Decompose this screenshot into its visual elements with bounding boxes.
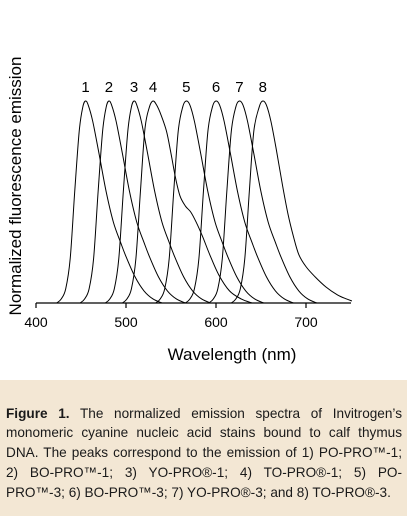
figure-caption: Figure 1. The normalized emission spectr… [6, 404, 402, 503]
peak-label-7: 7 [235, 79, 243, 96]
peak-label-5: 5 [182, 79, 190, 96]
x-axis-ticks: 400 500 600 700 [24, 303, 318, 330]
series-curves [56, 100, 353, 304]
x-tick-label: 400 [24, 314, 48, 330]
emission-curve-4 [122, 100, 253, 304]
y-axis-label: Normalized fluorescence emission [6, 57, 25, 316]
x-axis-label: Wavelength (nm) [168, 345, 297, 364]
x-tick-label: 500 [114, 314, 138, 330]
peak-label-1: 1 [81, 79, 89, 96]
peak-label-3: 3 [130, 79, 138, 96]
emission-curve-8 [230, 100, 353, 304]
x-tick-label: 600 [204, 314, 228, 330]
emission-curve-7 [208, 100, 318, 304]
peak-label-8: 8 [259, 79, 267, 96]
emission-curve-6 [185, 100, 294, 304]
emission-curve-2 [79, 100, 186, 304]
peak-label-4: 4 [149, 79, 157, 96]
caption-panel: Figure 1. The normalized emission spectr… [0, 380, 407, 516]
caption-text: The normalized emission spectra of Invit… [6, 405, 403, 500]
emission-curve-5 [155, 100, 264, 304]
x-tick-label: 700 [294, 314, 318, 330]
peak-label-6: 6 [212, 79, 220, 96]
figure-label: Figure 1. [6, 405, 70, 421]
emission-curve-1 [56, 100, 163, 304]
peak-label-2: 2 [105, 79, 113, 96]
emission-curve-3 [104, 100, 211, 304]
